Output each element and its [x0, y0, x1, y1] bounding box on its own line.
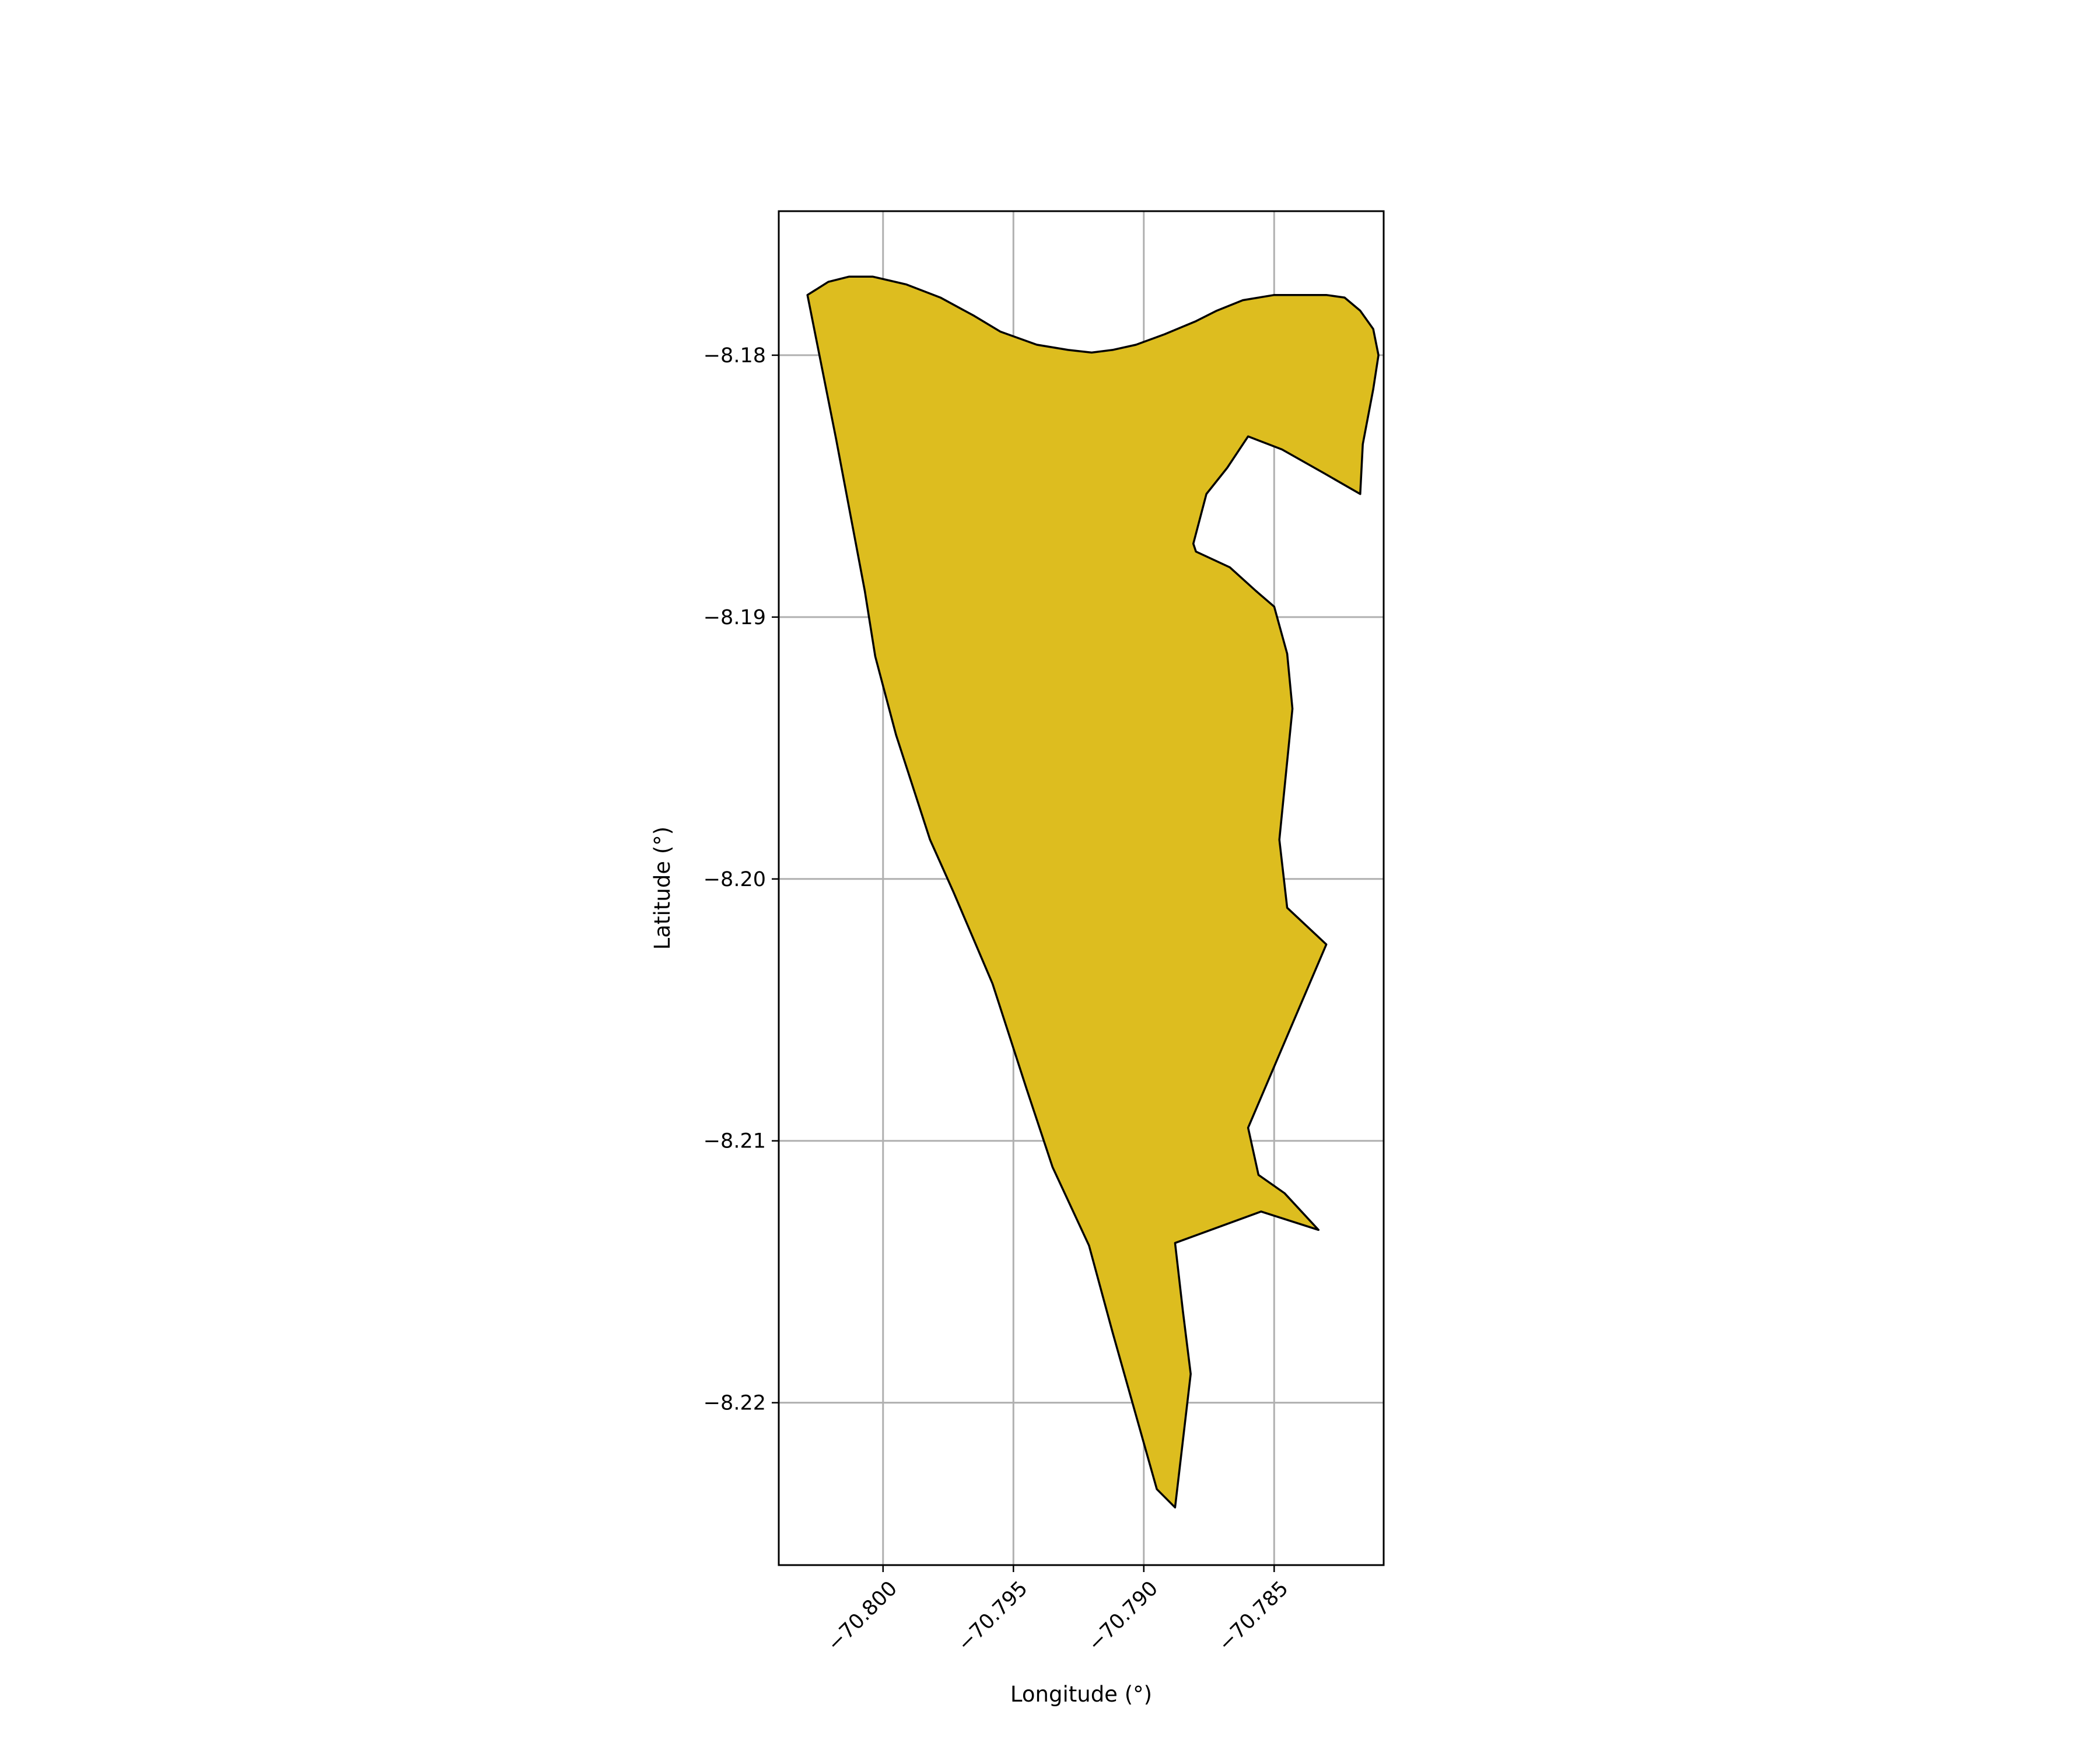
y-tick-label-4: −8.22	[704, 1392, 766, 1415]
y-tick-label-2: −8.20	[704, 868, 766, 891]
y-tick-label-1: −8.19	[704, 606, 766, 629]
y-axis-label: Latitude (°)	[650, 827, 675, 950]
x-axis-label: Longitude (°)	[1010, 1682, 1152, 1707]
y-tick-label-0: −8.18	[704, 344, 766, 368]
y-tick-label-3: −8.21	[704, 1130, 766, 1153]
